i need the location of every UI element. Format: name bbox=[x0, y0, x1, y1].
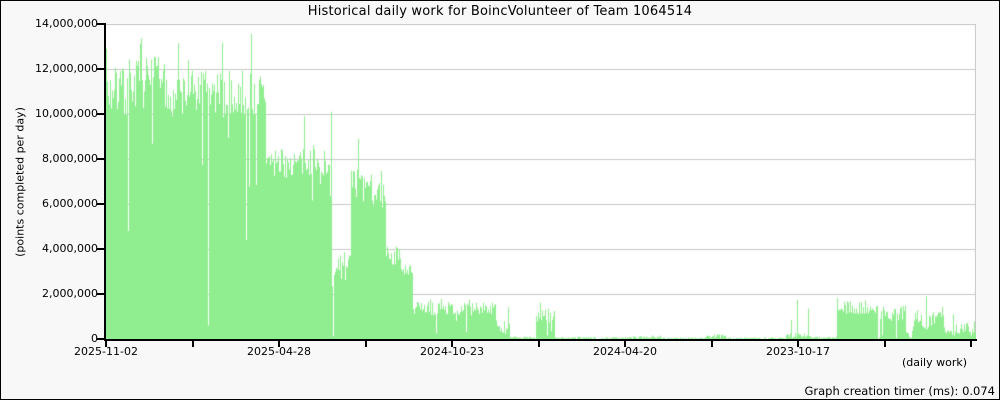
y-tick-label: 14,000,000 bbox=[35, 17, 98, 30]
x-axis-tick bbox=[624, 341, 626, 347]
x-tick-label: 2023-10-17 bbox=[766, 345, 830, 358]
x-tick-label: 2025-11-02 bbox=[74, 345, 138, 358]
y-axis-title: (points completed per day) bbox=[13, 107, 27, 257]
footer-timer: Graph creation timer (ms): 0.074 bbox=[804, 384, 995, 398]
y-axis-tick bbox=[97, 338, 105, 340]
x-tick-label: 2025-04-28 bbox=[247, 345, 311, 358]
y-axis-tick bbox=[97, 293, 105, 295]
x-axis-line bbox=[104, 339, 977, 341]
y-tick-label: 6,000,000 bbox=[42, 197, 98, 210]
x-axis-minor-tick bbox=[537, 341, 540, 347]
x-axis-tick bbox=[970, 341, 972, 347]
x-axis-minor-tick bbox=[364, 341, 367, 347]
y-axis-line bbox=[104, 23, 106, 341]
y-tick-label: 10,000,000 bbox=[35, 107, 98, 120]
x-axis-note: (daily work) bbox=[901, 356, 967, 369]
chart-title: Historical daily work for BoincVolunteer… bbox=[307, 4, 693, 19]
x-axis-tick bbox=[105, 341, 107, 347]
y-tick-label: 12,000,000 bbox=[35, 62, 98, 75]
y-tick-label: 2,000,000 bbox=[42, 287, 98, 300]
daily-work-bars-canvas bbox=[106, 24, 976, 339]
y-tick-label: 4,000,000 bbox=[42, 242, 98, 255]
x-axis-tick bbox=[451, 341, 453, 347]
y-axis-tick bbox=[97, 203, 105, 205]
x-tick-label: 2024-04-20 bbox=[593, 345, 657, 358]
y-axis-tick bbox=[97, 68, 105, 70]
x-tick-label: 2024-10-23 bbox=[420, 345, 484, 358]
plot-area bbox=[106, 24, 976, 339]
y-axis-tick bbox=[97, 23, 105, 25]
y-tick-label: 0 bbox=[91, 332, 98, 345]
y-axis-tick bbox=[97, 158, 105, 160]
x-axis-minor-tick bbox=[883, 341, 886, 347]
x-axis-tick bbox=[278, 341, 280, 347]
x-axis-tick bbox=[797, 341, 799, 347]
y-axis-tick bbox=[97, 248, 105, 250]
x-axis-minor-tick bbox=[710, 341, 713, 347]
y-tick-label: 8,000,000 bbox=[42, 152, 98, 165]
y-axis-tick bbox=[97, 113, 105, 115]
x-axis-minor-tick bbox=[191, 341, 194, 347]
